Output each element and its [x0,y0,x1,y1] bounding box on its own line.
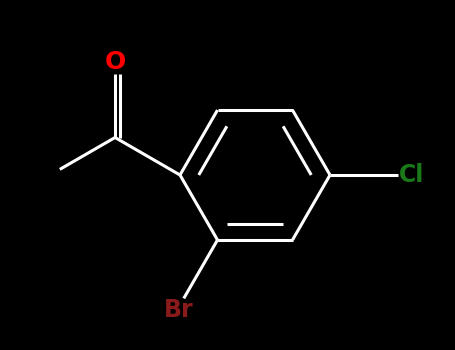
Text: Cl: Cl [399,163,424,187]
Text: Br: Br [164,299,193,322]
Text: O: O [105,50,126,74]
